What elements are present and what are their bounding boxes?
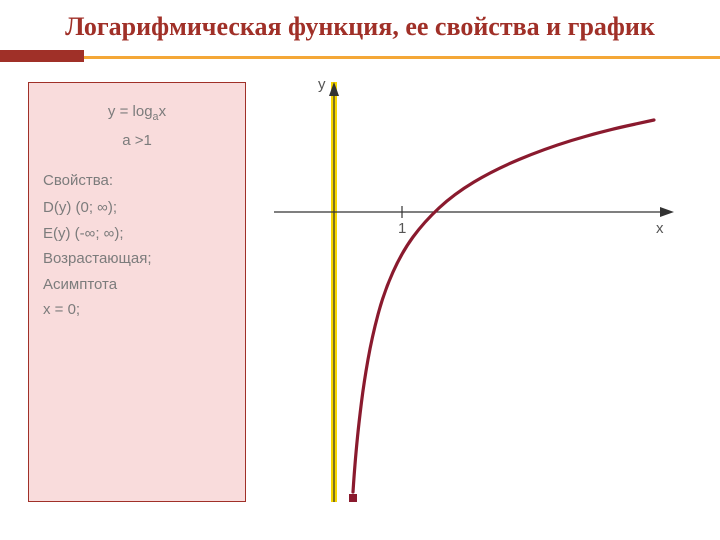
y-axis-arrow (329, 82, 339, 96)
x-axis-arrow (660, 207, 674, 217)
property-line: Асимптота (43, 272, 231, 298)
property-line: E(y) (-∞; ∞); (43, 221, 231, 247)
divider-accent (0, 50, 84, 62)
curve-end-marker (349, 494, 357, 502)
slide: Логарифмическая функция, ее свойства и г… (0, 0, 720, 540)
divider-line (0, 56, 720, 59)
x-axis-label: x (656, 220, 664, 237)
property-line: Возрастающая; (43, 246, 231, 272)
formula-line: y = logax (43, 99, 231, 126)
property-line: x = 0; (43, 297, 231, 323)
formula-suffix: x (159, 103, 167, 120)
slide-title: Логарифмическая функция, ее свойства и г… (0, 0, 720, 50)
chart-svg (274, 82, 674, 502)
title-text: Логарифмическая функция, ее свойства и г… (65, 12, 655, 41)
property-line: D(y) (0; ∞); (43, 195, 231, 221)
log-curve (353, 120, 654, 492)
body-row: y = logax a >1 Свойства: D(y) (0; ∞); E(… (0, 62, 720, 502)
condition-line: a >1 (43, 128, 231, 154)
tick-1-label: 1 (398, 220, 406, 237)
properties-heading: Свойства: (43, 168, 231, 194)
formula-prefix: y = log (108, 103, 153, 120)
y-axis-label: y (318, 76, 326, 93)
divider-rule (0, 50, 720, 62)
properties-box: y = logax a >1 Свойства: D(y) (0; ∞); E(… (28, 82, 246, 502)
log-chart: y x 1 (274, 82, 692, 502)
